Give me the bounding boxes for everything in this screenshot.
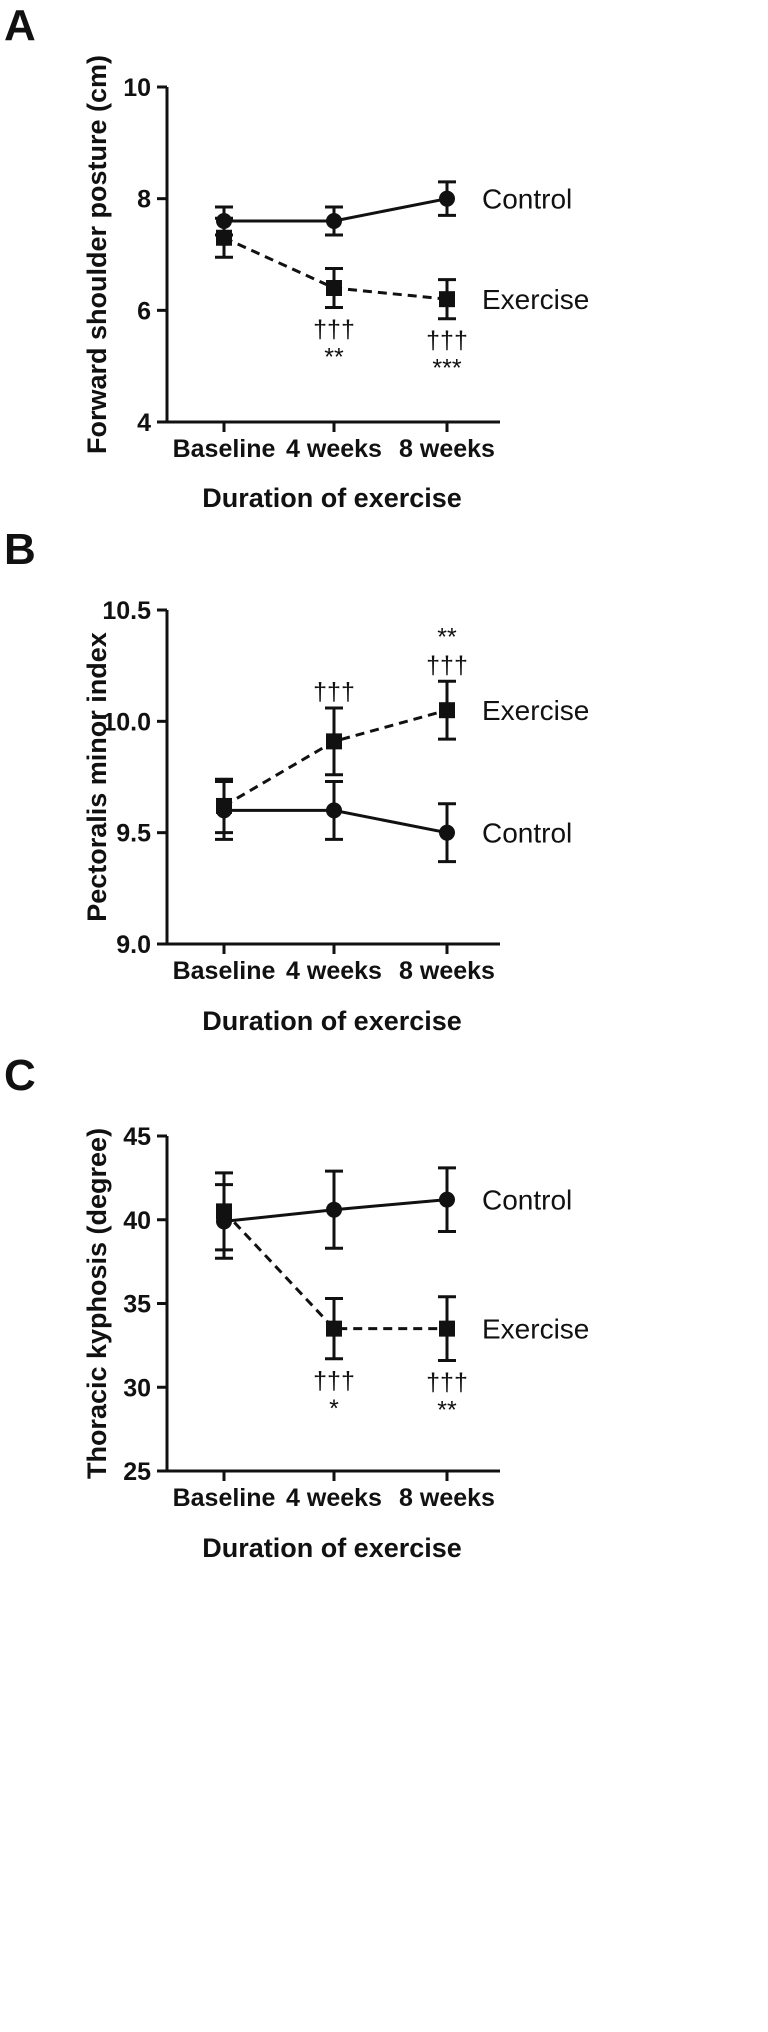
series-label: Control bbox=[482, 1185, 572, 1216]
significance-marker: ** bbox=[437, 1396, 457, 1424]
data-point bbox=[216, 229, 232, 246]
significance-marker: ††† bbox=[313, 678, 355, 706]
series-label: Exercise bbox=[482, 695, 589, 726]
panel-letter: C bbox=[4, 1051, 36, 1100]
x-tick-label: 4 weeks bbox=[286, 435, 382, 463]
x-tick-label: 4 weeks bbox=[286, 957, 382, 985]
data-point bbox=[439, 190, 455, 207]
series-control: Control bbox=[215, 180, 572, 237]
chart-panel-b: B 9.0 9.5 10.0 10.5 Baseline 4 weeks 8 weeks Dur… bbox=[4, 525, 589, 1036]
series-exercise: Exercise bbox=[215, 1171, 589, 1362]
significance-marker: ††† bbox=[426, 327, 468, 355]
y-tick-label: 40 bbox=[123, 1207, 151, 1235]
significance-marker: ††† bbox=[426, 1368, 468, 1396]
data-point bbox=[216, 1203, 232, 1220]
x-tick-label: Baseline bbox=[173, 435, 276, 463]
y-tick-label: 4 bbox=[137, 409, 151, 437]
series-line bbox=[222, 1210, 447, 1331]
x-axis-title: Duration of exercise bbox=[202, 1533, 462, 1563]
y-tick-label: 9.0 bbox=[116, 931, 151, 959]
x-tick-label: 8 weeks bbox=[399, 957, 495, 985]
y-tick-label: 10.5 bbox=[102, 597, 151, 625]
x-tick-label: 8 weeks bbox=[399, 435, 495, 463]
x-axis-title: Duration of exercise bbox=[202, 483, 462, 513]
significance-marker: ** bbox=[437, 623, 457, 651]
data-point bbox=[216, 802, 232, 819]
chart-panel-c: C 25 30 35 40 45 Baseline 4 weeks 8 weeks Duratio… bbox=[4, 1051, 589, 1563]
x-tick-label: 8 weeks bbox=[399, 1484, 495, 1512]
data-point bbox=[439, 291, 455, 308]
series-control: Control bbox=[215, 779, 572, 864]
y-tick-label: 35 bbox=[123, 1291, 151, 1319]
y-tick-label: 6 bbox=[137, 297, 151, 325]
x-tick-label: 4 weeks bbox=[286, 1484, 382, 1512]
y-axis-title: Forward shoulder posture (cm) bbox=[82, 55, 112, 454]
series-label: Control bbox=[482, 184, 572, 215]
y-tick-label: 30 bbox=[123, 1374, 151, 1402]
chart-panel-a: A 4 6 8 10 Baseline 4 weeks 8 weeks Duration of … bbox=[4, 1, 589, 513]
panel-letter: B bbox=[4, 525, 36, 574]
significance-marker: *** bbox=[432, 355, 461, 383]
y-axis-title: Pectoralis minor index bbox=[82, 632, 112, 922]
series-label: Exercise bbox=[482, 1314, 589, 1345]
data-point bbox=[439, 702, 455, 719]
data-point bbox=[326, 1201, 342, 1218]
x-axis-title: Duration of exercise bbox=[202, 1006, 462, 1036]
y-tick-label: 8 bbox=[137, 186, 151, 214]
y-tick-label: 10 bbox=[123, 74, 151, 102]
data-point bbox=[439, 1191, 455, 1208]
series-label: Exercise bbox=[482, 284, 589, 315]
y-axis-title: Thoracic kyphosis (degree) bbox=[82, 1128, 112, 1479]
significance-marker: ††† bbox=[313, 1367, 355, 1395]
y-tick-label: 9.5 bbox=[116, 820, 151, 848]
significance-marker: ††† bbox=[426, 651, 468, 679]
data-point bbox=[326, 280, 342, 296]
significance-marker: ** bbox=[324, 344, 344, 372]
series-label: Control bbox=[482, 818, 572, 849]
significance-marker: * bbox=[329, 1395, 339, 1423]
data-point bbox=[439, 1320, 455, 1337]
data-point bbox=[326, 733, 342, 750]
y-tick-label: 10.0 bbox=[102, 708, 151, 736]
series-exercise: Exercise bbox=[215, 216, 589, 321]
y-tick-label: 45 bbox=[123, 1123, 151, 1151]
x-tick-label: Baseline bbox=[173, 1484, 276, 1512]
x-tick-label: Baseline bbox=[173, 957, 276, 985]
data-point bbox=[326, 213, 342, 229]
data-point bbox=[439, 824, 455, 841]
y-tick-label: 25 bbox=[123, 1458, 151, 1486]
panel-letter: A bbox=[4, 1, 36, 50]
series-control: Control bbox=[215, 1166, 572, 1260]
significance-marker: ††† bbox=[313, 316, 355, 344]
data-point bbox=[326, 1320, 342, 1337]
data-point bbox=[326, 802, 342, 819]
